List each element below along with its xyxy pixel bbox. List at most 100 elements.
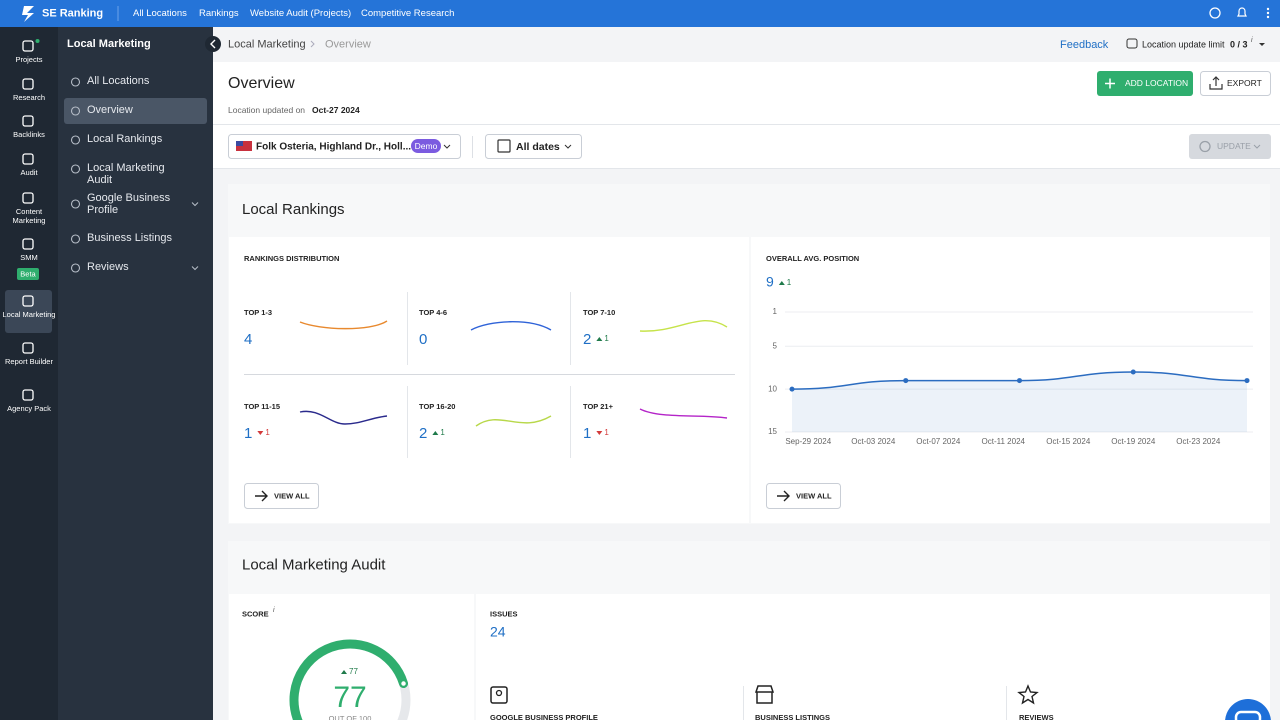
area bbox=[792, 372, 1247, 432]
submenu-item[interactable]: Overview bbox=[87, 104, 133, 116]
updated-date: Oct-27 2024 bbox=[312, 105, 360, 115]
gauge-knob bbox=[399, 679, 408, 688]
nav-link[interactable]: Competitive Research bbox=[361, 8, 454, 19]
point bbox=[1130, 369, 1136, 375]
nav-link[interactable]: Rankings bbox=[199, 8, 239, 19]
range-value: 4 bbox=[244, 331, 252, 348]
brand: SE Ranking bbox=[42, 7, 103, 19]
page-title: Overview bbox=[228, 75, 295, 92]
arrow-up bbox=[596, 337, 603, 341]
gauge-value bbox=[289, 639, 409, 720]
flag bbox=[236, 141, 243, 146]
x-tick-label: Oct-19 2024 bbox=[1111, 437, 1156, 446]
submenu-icon bbox=[70, 234, 81, 244]
x-tick-label: Sep-29 2024 bbox=[785, 437, 831, 446]
export-icon bbox=[1209, 76, 1223, 90]
change-value: 1 bbox=[604, 334, 609, 343]
sparkline bbox=[299, 410, 388, 425]
panel-title: RANKINGS DISTRIBUTION bbox=[244, 254, 339, 263]
bell-icon[interactable] bbox=[1237, 7, 1247, 17]
chevron bbox=[191, 202, 199, 207]
submenu-item[interactable]: Business Listings bbox=[87, 232, 172, 244]
breadcrumb-sep bbox=[310, 40, 315, 48]
rail-icon bbox=[22, 295, 34, 307]
panel-title: OVERALL AVG. POSITION bbox=[766, 254, 859, 263]
section-title: Local Rankings bbox=[242, 201, 345, 218]
submenu-item[interactable]: Reviews bbox=[87, 261, 129, 273]
chevron bbox=[191, 266, 199, 271]
change-value: 1 bbox=[440, 428, 445, 437]
rail-label[interactable]: Report Builder bbox=[5, 357, 53, 366]
point bbox=[1017, 378, 1022, 384]
y-tick-label: 1 bbox=[773, 307, 778, 316]
nav-link[interactable]: All Locations bbox=[133, 8, 187, 19]
range-label: TOP 4-6 bbox=[419, 308, 447, 317]
submenu-icon bbox=[70, 263, 81, 273]
profile-icon bbox=[495, 689, 503, 697]
breadcrumb[interactable]: Local Marketing bbox=[228, 38, 306, 50]
sparkline bbox=[470, 321, 552, 331]
submenu-item[interactable]: Local Rankings bbox=[87, 133, 163, 145]
score-max: OUT OF 100 bbox=[329, 714, 372, 720]
change-value: 1 bbox=[787, 278, 792, 287]
submenu-icon bbox=[70, 199, 81, 209]
rail-icon bbox=[22, 389, 34, 401]
info: i bbox=[1251, 37, 1253, 44]
breadcrumb: Overview bbox=[325, 38, 371, 50]
arrow-icon bbox=[777, 490, 790, 502]
update-button[interactable] bbox=[1189, 134, 1271, 159]
submenu-item[interactable]: Google Business Profile bbox=[87, 192, 171, 216]
chevron bbox=[210, 39, 216, 49]
range-label: TOP 11-15 bbox=[244, 402, 280, 411]
change-value: 77 bbox=[349, 667, 358, 676]
view-all-button[interactable] bbox=[766, 483, 841, 509]
rail-label[interactable]: Audit bbox=[20, 168, 38, 177]
card-title: REVIEWS bbox=[1019, 713, 1054, 720]
chevron[interactable] bbox=[1259, 43, 1265, 46]
x-tick-label: Oct-07 2024 bbox=[916, 437, 961, 446]
arrow-down bbox=[596, 431, 603, 435]
point bbox=[903, 378, 909, 384]
limit-icon bbox=[1126, 38, 1138, 49]
range-label: TOP 1-3 bbox=[244, 308, 272, 317]
rail-label[interactable]: SMM bbox=[20, 253, 38, 262]
button-text: VIEW ALL bbox=[274, 491, 310, 500]
x-tick-label: Oct-23 2024 bbox=[1176, 437, 1221, 446]
arrow-up bbox=[778, 281, 785, 285]
submenu-item[interactable]: All Locations bbox=[87, 75, 150, 87]
feedback-link[interactable]: Feedback bbox=[1060, 39, 1109, 51]
plus-icon bbox=[1105, 78, 1115, 89]
collapse-button[interactable] bbox=[205, 36, 221, 52]
score-value: 77 bbox=[333, 681, 366, 714]
rail-label[interactable]: Content Marketing bbox=[12, 207, 46, 225]
demo-badge-text: Demo bbox=[415, 141, 438, 151]
arrow-up bbox=[341, 670, 347, 674]
button-text: UPDATE bbox=[1217, 141, 1251, 151]
location-name: Folk Osteria, Highland Dr., Holl... bbox=[256, 142, 411, 153]
nav-link[interactable]: Website Audit (Projects) bbox=[250, 8, 351, 19]
rail-label[interactable]: Local Marketing bbox=[2, 310, 56, 319]
range-label: TOP 16-20 bbox=[419, 402, 455, 411]
add-location-button[interactable] bbox=[1097, 71, 1193, 96]
submenu-icon bbox=[70, 77, 81, 87]
rail-label[interactable]: Backlinks bbox=[13, 130, 45, 139]
x-tick-label: Oct-03 2024 bbox=[851, 437, 896, 446]
submenu-title: Local Marketing bbox=[67, 38, 151, 50]
score-panel bbox=[229, 594, 474, 720]
submenu-item[interactable]: Local Marketing Audit bbox=[87, 162, 165, 186]
submenu-icon bbox=[70, 106, 81, 116]
calendar-icon bbox=[497, 139, 511, 153]
rail-label[interactable]: Agency Pack bbox=[7, 404, 51, 413]
rail-active bbox=[5, 290, 52, 333]
y-tick-label: 5 bbox=[773, 341, 778, 350]
submenu-icon bbox=[70, 135, 81, 145]
more-icon[interactable] bbox=[1266, 7, 1270, 19]
chevron bbox=[564, 144, 572, 149]
view-all-button[interactable] bbox=[244, 483, 319, 509]
help-icon[interactable] bbox=[1209, 7, 1221, 19]
location-select[interactable] bbox=[228, 134, 461, 159]
info: i bbox=[273, 607, 275, 614]
rail-label[interactable]: Projects bbox=[15, 55, 43, 64]
range-label: TOP 21+ bbox=[583, 402, 614, 411]
rail-label[interactable]: Research bbox=[12, 93, 46, 102]
